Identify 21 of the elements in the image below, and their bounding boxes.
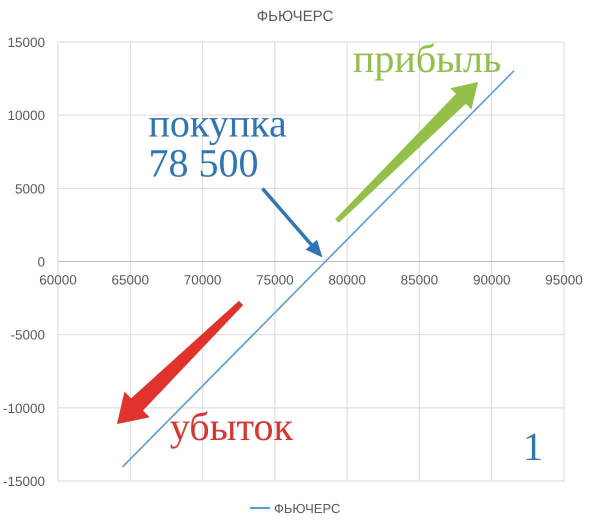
y-tick-label: 5000 <box>14 181 45 196</box>
x-tick-label: 90000 <box>472 272 510 288</box>
y-tick-label: -15000 <box>2 474 45 489</box>
x-tick-label: 60000 <box>39 272 77 288</box>
legend-label: ФЬЮЧЕРС <box>274 501 340 516</box>
chart-title: ФЬЮЧЕРС <box>256 8 334 25</box>
y-tick-label: 15000 <box>7 35 45 50</box>
annotation: 1 <box>523 424 544 469</box>
y-tick-label: 10000 <box>7 108 45 124</box>
x-tick-label: 70000 <box>184 272 222 288</box>
annotation: прибыль <box>353 36 502 81</box>
annotation: убыток <box>170 404 294 450</box>
x-tick-label: 80000 <box>328 272 366 288</box>
x-tick-label: 85000 <box>400 272 438 288</box>
x-tick-label: 95000 <box>545 272 583 288</box>
y-tick-label: -10000 <box>2 400 45 416</box>
y-tick-label: -5000 <box>10 328 45 343</box>
annotation: покупка 78 500 <box>148 100 287 186</box>
x-tick-label: 65000 <box>112 272 150 288</box>
y-tick-label: 0 <box>37 254 45 270</box>
x-tick-label: 75000 <box>256 272 294 288</box>
